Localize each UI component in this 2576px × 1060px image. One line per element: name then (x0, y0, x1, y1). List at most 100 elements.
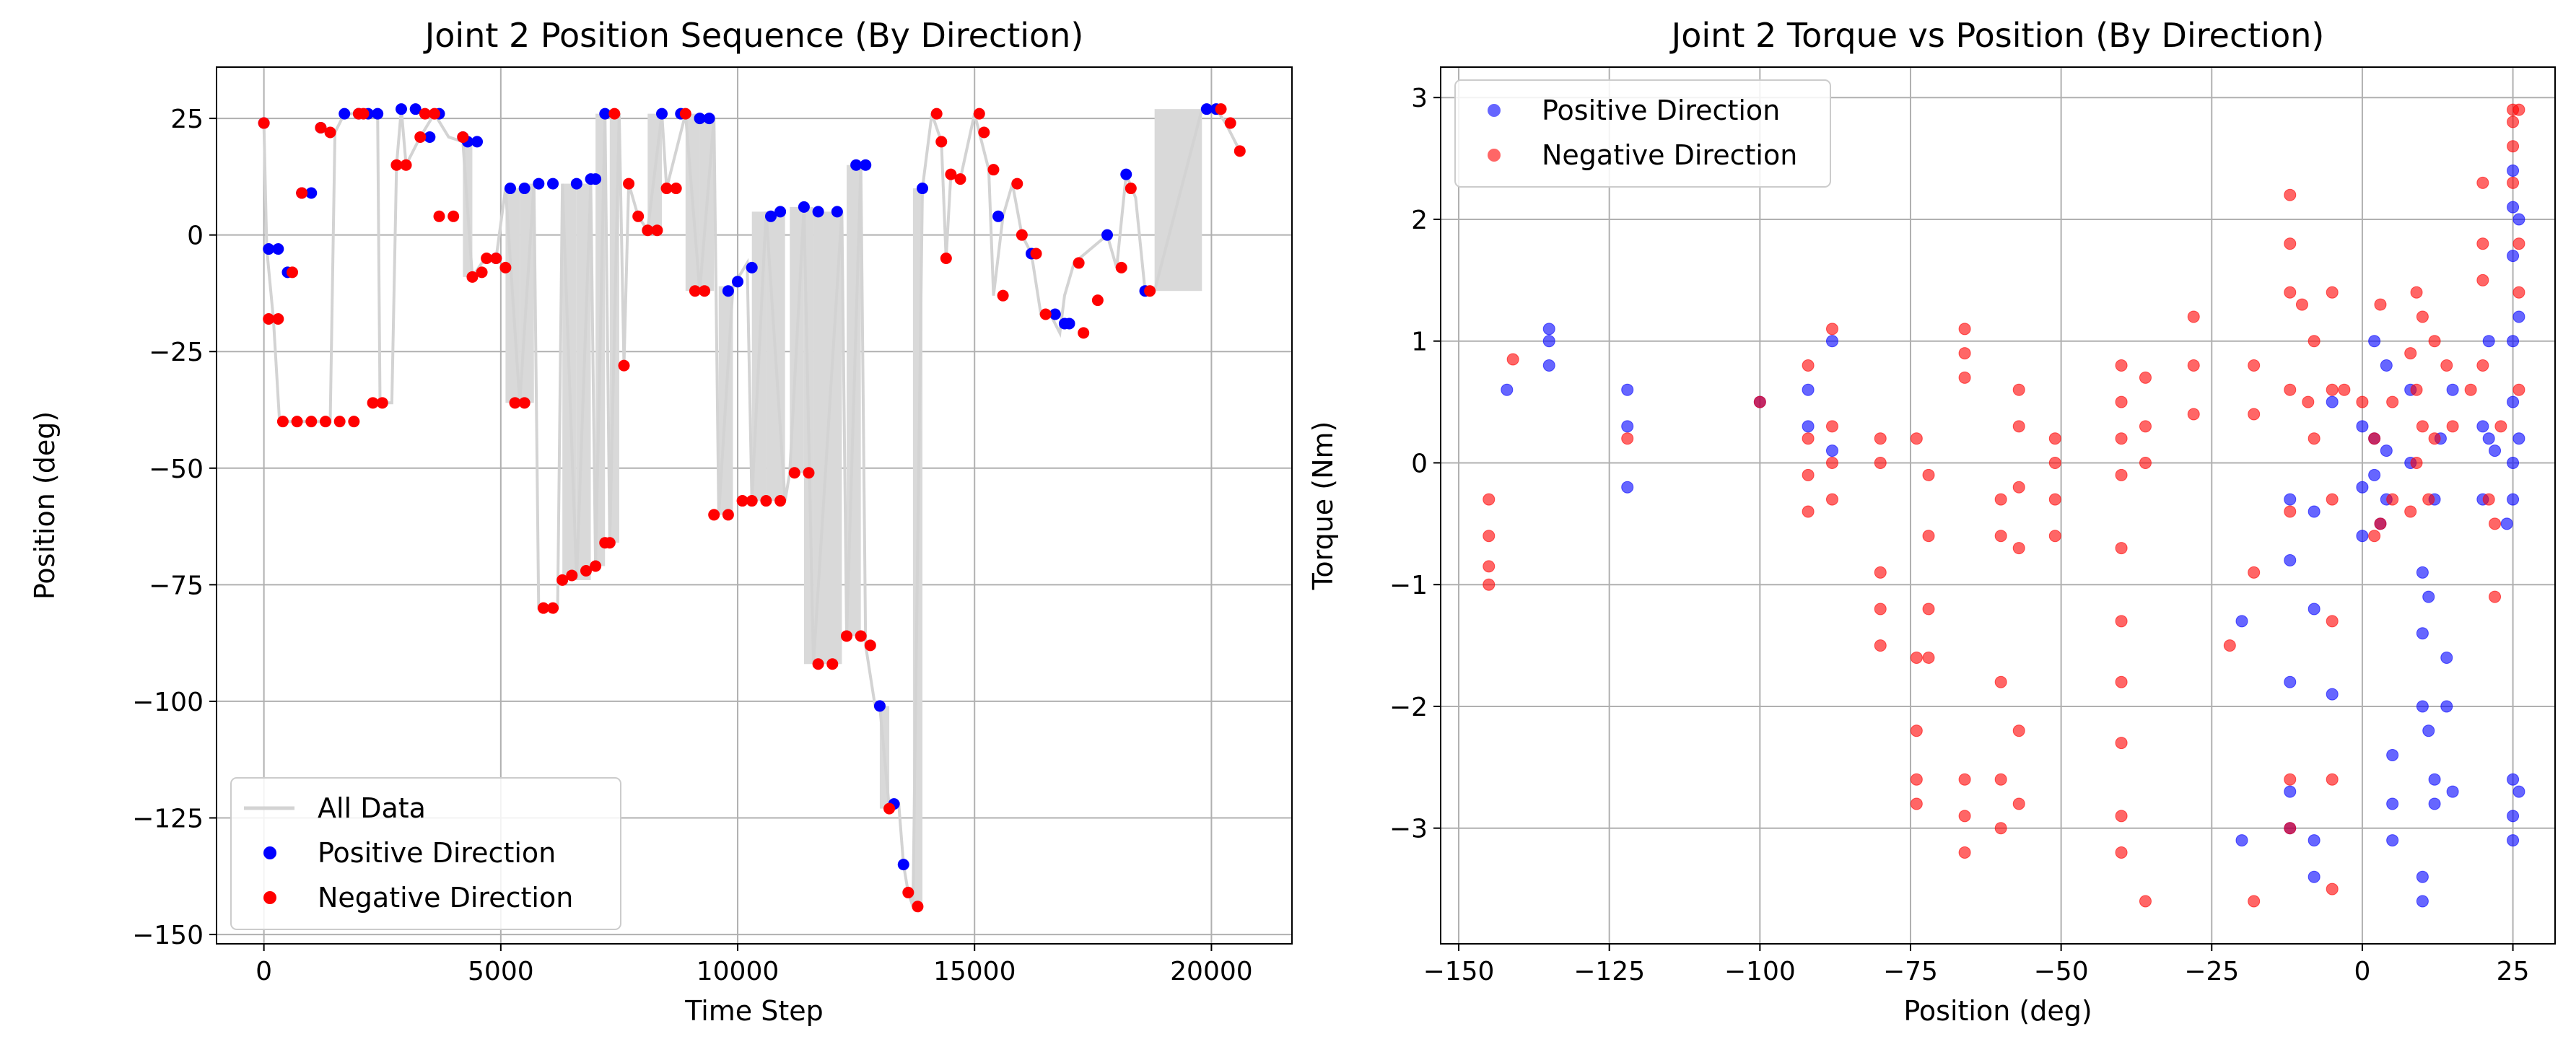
negative-point (1506, 353, 1519, 366)
negative-point (746, 495, 758, 507)
torque-vs-position-title: Joint 2 Torque vs Position (By Direction… (1669, 16, 2325, 55)
negative-point (670, 183, 682, 195)
negative-point (2012, 383, 2025, 396)
negative-point (2048, 432, 2061, 445)
positive-point (2507, 493, 2520, 506)
negative-point (930, 108, 943, 120)
negative-point (2284, 505, 2297, 518)
y-tick-label: −2 (1389, 693, 1428, 722)
negative-point (2295, 298, 2308, 311)
negative-point (978, 126, 990, 139)
positive-point (774, 206, 787, 218)
negative-point (1215, 103, 1227, 115)
positive-point (2507, 395, 2520, 408)
positive-point (1621, 420, 1634, 433)
negative-point (2356, 395, 2369, 408)
positive-point (2500, 517, 2513, 530)
negative-point (2115, 675, 2128, 688)
positive-point (1200, 103, 1213, 115)
negative-point (2512, 237, 2525, 250)
positive-point (2235, 834, 2248, 847)
x-tick-label: −150 (1423, 957, 1495, 986)
negative-point (2139, 456, 2152, 469)
y-tick-label: −75 (149, 571, 204, 600)
positive-point (732, 276, 744, 288)
negative-point (1958, 347, 1971, 360)
negative-point (590, 560, 602, 572)
positive-point (2368, 468, 2381, 481)
negative-point (954, 173, 966, 185)
negative-point (2048, 530, 2061, 543)
legend-label: Positive Direction (318, 837, 556, 869)
positive-point (533, 178, 545, 190)
negative-point (1958, 323, 1971, 336)
y-tick-label: 1 (1411, 328, 1428, 357)
positive-point (831, 206, 843, 218)
x-tick-label: −75 (1883, 957, 1938, 986)
negative-point (760, 495, 772, 507)
negative-point (547, 602, 559, 614)
y-tick-label: 2 (1411, 206, 1428, 235)
positive-point (897, 859, 909, 871)
negative-point (1910, 797, 1923, 810)
x-tick-label: 0 (2354, 957, 2370, 986)
negative-point (2284, 383, 2297, 396)
negative-point (883, 802, 896, 815)
positive-point (1542, 323, 1555, 336)
negative-point (1958, 773, 1971, 786)
negative-point (2386, 395, 2399, 408)
torque-vs-position-legend: Positive Direction Negative Direction (1454, 79, 1831, 188)
negative-point (1874, 432, 1887, 445)
negative-point (2410, 286, 2423, 299)
positive-point (471, 136, 484, 148)
negative-point (272, 312, 284, 325)
positive-point (812, 206, 824, 218)
positive-point (2507, 201, 2520, 214)
positive-point (1049, 308, 1061, 320)
positive-point (2235, 615, 2248, 628)
positive-point (2489, 444, 2502, 457)
positive-point (2507, 335, 2520, 348)
negative-point (855, 630, 867, 642)
position-sequence-points (258, 103, 1246, 913)
negative-point (2386, 493, 2399, 506)
all-data-line (262, 108, 1241, 907)
positive-point (1063, 317, 1075, 330)
negative-point (2187, 310, 2200, 323)
negative-point (2308, 432, 2320, 445)
negative-point (2482, 493, 2495, 506)
y-tick-label: −25 (149, 338, 204, 367)
negative-point (1073, 257, 1085, 269)
negative-point (2115, 395, 2128, 408)
negative-point (2489, 590, 2502, 603)
x-tick-label: −125 (1573, 957, 1645, 986)
negative-point (2248, 895, 2261, 908)
positive-point (746, 261, 758, 273)
positive-point (764, 210, 777, 222)
negative-point (1994, 822, 2007, 835)
negative-point (1910, 651, 1923, 664)
positive-point (1621, 481, 1634, 494)
negative-point (2422, 493, 2435, 506)
negative-point (1994, 530, 2007, 543)
torque-vs-position-axes-frame (1440, 66, 2556, 945)
negative-point (1958, 810, 1971, 823)
negative-point (305, 416, 318, 428)
negative-point (2012, 481, 2025, 494)
y-tick-label: 0 (1411, 449, 1428, 478)
negative-point (2248, 566, 2261, 579)
negative-point (2115, 432, 2128, 445)
positive-point (2308, 834, 2320, 847)
positive-point (263, 243, 275, 255)
positive-point (2422, 724, 2435, 737)
negative-point (1078, 327, 1090, 339)
negative-point (258, 117, 270, 129)
negative-point (2012, 724, 2025, 737)
negative-point (2012, 797, 2025, 810)
positive-point (850, 159, 863, 171)
negative-point (1115, 261, 1127, 273)
negative-point (2428, 335, 2441, 348)
negative-point (902, 886, 914, 898)
torque-vs-position-panel: −150 −125 −100 −75 −50 −25 0 25 3 2 1 0 −1 −2 −3 Joint… (1307, 16, 2556, 1027)
legend-label: All Data (318, 792, 426, 824)
